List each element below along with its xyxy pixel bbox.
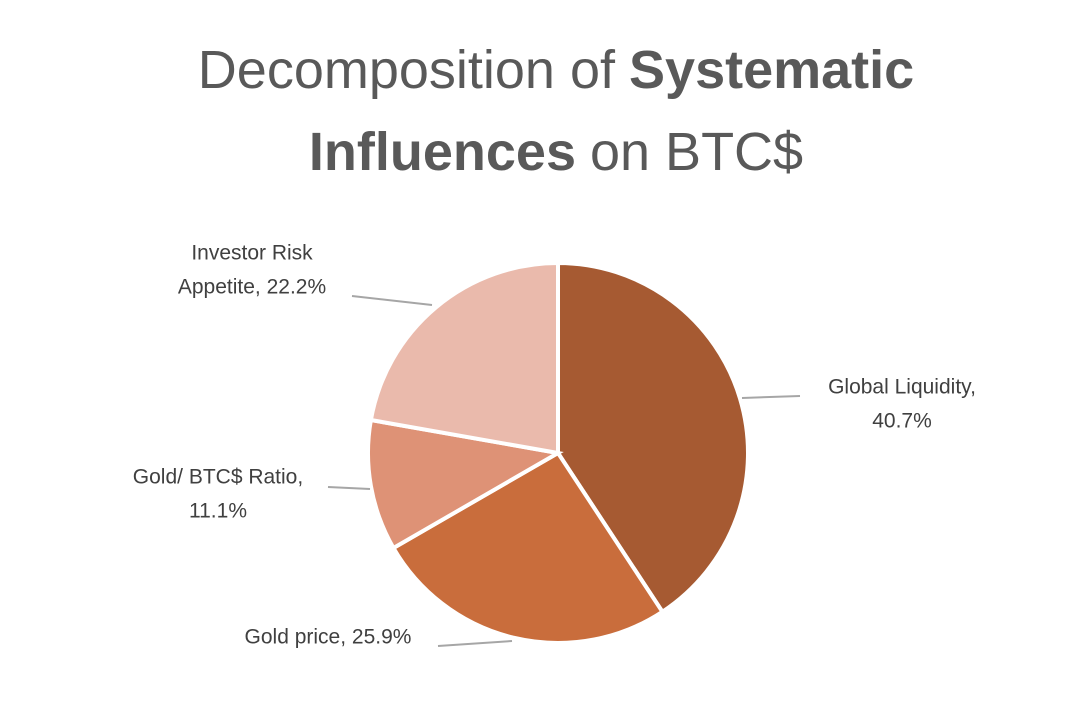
- leader-line: [741, 395, 801, 399]
- title-run: Systematic: [629, 40, 914, 100]
- chart-title: Influences on BTC$: [309, 122, 803, 182]
- chart-title: Decomposition of Systematic: [198, 40, 914, 100]
- leader-line: [351, 295, 433, 306]
- title-run: Decomposition of: [198, 40, 616, 100]
- pie-slice: [368, 260, 560, 456]
- data-label: Investor Risk: [191, 242, 313, 265]
- pie-slice: [390, 450, 666, 645]
- data-label: Appetite, 22.2%: [178, 276, 326, 299]
- title-run: on BTC$: [590, 122, 803, 182]
- data-label: Global Liquidity,: [828, 376, 976, 399]
- data-label: Gold/ BTC$ Ratio,: [133, 466, 303, 489]
- data-label: 40.7%: [872, 410, 932, 433]
- title-run: Influences: [309, 122, 576, 182]
- data-label: 11.1%: [189, 500, 247, 523]
- leader-line: [327, 486, 371, 490]
- data-label: Gold price, 25.9%: [245, 626, 412, 649]
- leader-line: [437, 640, 513, 647]
- pie-slice: [366, 417, 564, 551]
